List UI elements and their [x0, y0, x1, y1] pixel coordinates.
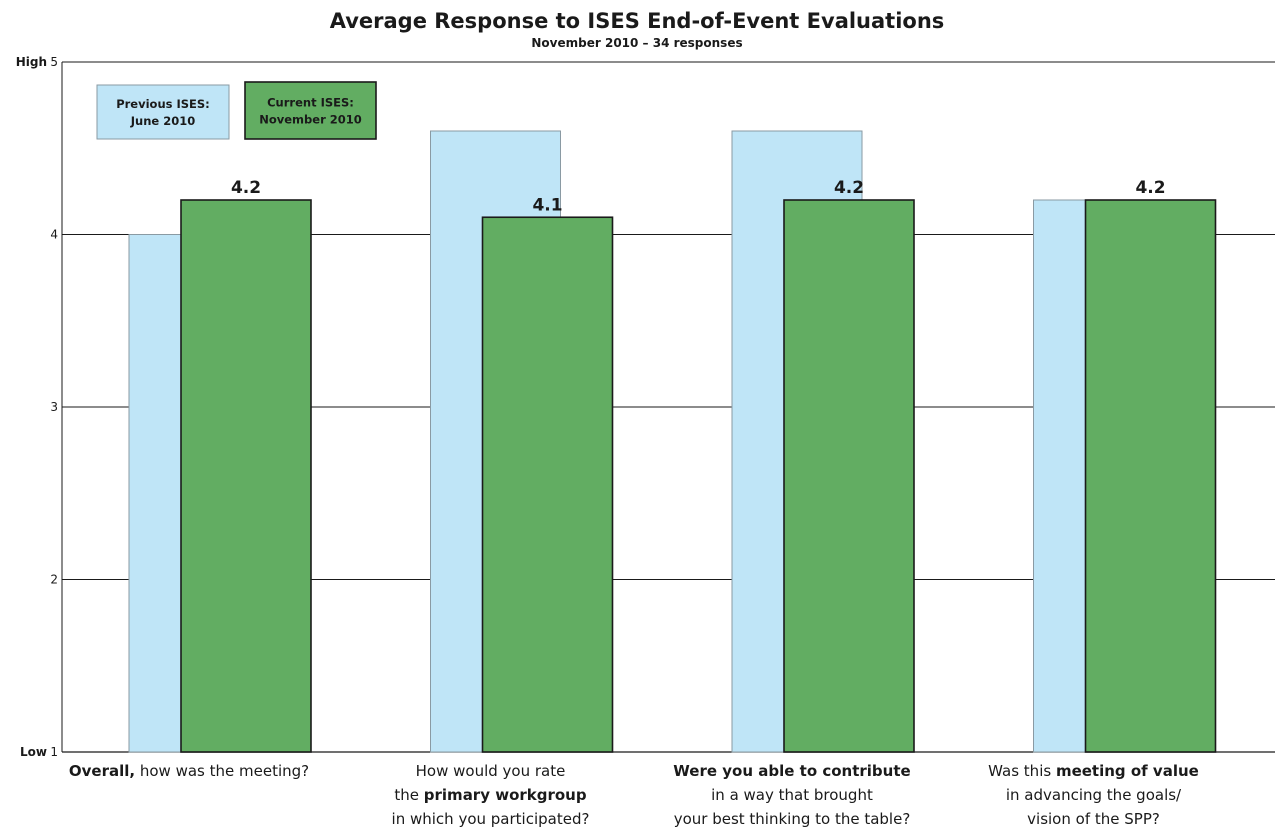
- x-category-line: in advancing the goals/: [1006, 786, 1182, 804]
- x-category-segment: in a way that brought: [711, 786, 873, 804]
- x-category-line: in which you participated?: [392, 810, 590, 828]
- bar-current-2: [481, 216, 614, 753]
- x-category-segment: How would you rate: [416, 762, 566, 780]
- x-category-label-4: Was this meeting of value in advancing th…: [988, 762, 1199, 828]
- x-category-line: How would you rate: [416, 762, 566, 780]
- x-category-segment: vision of the SPP?: [1027, 810, 1160, 828]
- x-category-label-3: Were you able to contribute in a way that…: [673, 762, 910, 828]
- x-category-line: in a way that brought: [711, 786, 873, 804]
- x-category-line: vision of the SPP?: [1027, 810, 1160, 828]
- chart-subtitle: November 2010 – 34 responses: [531, 36, 742, 50]
- legend-label-previous: June 2010: [130, 114, 195, 128]
- x-category-segment: primary workgroup: [424, 786, 587, 804]
- bars: [128, 130, 1217, 753]
- legend-label-current: November 2010: [259, 113, 362, 127]
- bar-current-3: [783, 199, 915, 753]
- legend-label-previous: Previous ISES:: [116, 97, 210, 111]
- x-category-line: the primary workgroup: [394, 786, 586, 804]
- data-label-current-2: 4.1: [532, 195, 562, 215]
- x-category-segment: the: [394, 786, 423, 804]
- x-axis-labels: Overall, how was the meeting? How would y…: [69, 762, 1199, 828]
- y-tick-label: 5: [50, 55, 58, 69]
- x-category-segment: meeting of value: [1056, 762, 1199, 780]
- x-category-line: Was this meeting of value: [988, 762, 1199, 780]
- x-category-label-1: Overall, how was the meeting?: [69, 762, 309, 780]
- legend-swatch-previous: [96, 84, 230, 140]
- y-tick-high-label: High: [16, 55, 47, 69]
- x-category-segment: in which you participated?: [392, 810, 590, 828]
- y-tick-low-label: Low: [20, 745, 47, 759]
- x-category-segment: Overall,: [69, 762, 135, 780]
- legend: Previous ISES: June 2010 Current ISES: Nove…: [96, 81, 377, 140]
- x-category-segment: Were you able to contribute: [673, 762, 910, 780]
- data-labels: 4.2 4.1 4.2 4.2: [231, 178, 1166, 215]
- x-category-segment: in advancing the goals/: [1006, 786, 1182, 804]
- y-tick-label: 4: [50, 228, 58, 242]
- data-label-current-3: 4.2: [834, 178, 864, 198]
- x-category-line: your best thinking to the table?: [674, 810, 911, 828]
- data-label-current-1: 4.2: [231, 178, 261, 198]
- x-category-segment: Was this: [988, 762, 1056, 780]
- x-category-line: Were you able to contribute: [673, 762, 910, 780]
- x-category-label-2: How would you rate the primary workgroup i…: [392, 762, 590, 828]
- y-tick-label: 1: [50, 745, 58, 759]
- bar-current-4: [1084, 199, 1217, 753]
- bar-current-1: [180, 199, 312, 753]
- y-tick-label: 3: [50, 400, 58, 414]
- x-category-segment: how was the meeting?: [135, 762, 309, 780]
- x-category-segment: your best thinking to the table?: [674, 810, 911, 828]
- legend-label-current: Current ISES:: [267, 96, 354, 110]
- x-category-line: Overall, how was the meeting?: [69, 762, 309, 780]
- chart-title: Average Response to ISES End-of-Event Ev…: [330, 9, 945, 33]
- data-label-current-4: 4.2: [1135, 178, 1165, 198]
- legend-swatch-current: [244, 81, 377, 140]
- y-tick-label: 2: [50, 573, 58, 587]
